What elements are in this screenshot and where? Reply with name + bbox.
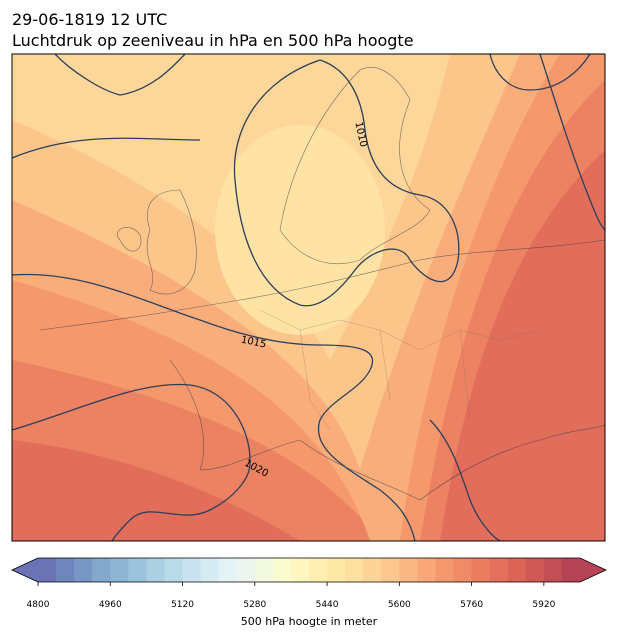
colorbar-outline [11,557,607,583]
colorbar-segment [182,558,202,582]
colorbar-segment [254,558,274,582]
colorbar-tick-label: 5760 [460,600,483,610]
colorbar-extend-high [580,558,606,582]
colorbar-segment [345,558,364,582]
colorbar-tick-label: 5920 [532,600,555,610]
colorbar-segment [435,558,455,582]
colorbar-segment [128,558,147,582]
colorbar-segment [236,558,256,582]
colorbar-segment [92,558,111,582]
coastline [279,67,431,264]
colorbar-segment [417,558,436,582]
colorbar-tick-label: 5120 [171,600,194,610]
colorbar-segment [290,558,310,582]
colorbar-segment [507,558,527,582]
colorbar-segment [309,558,328,582]
colorbar-segment [200,558,220,582]
map-frame [11,53,606,542]
colorbar-segment [56,558,75,582]
colorbar-segment [381,558,400,582]
coastline [39,239,605,331]
colorbar-segment [489,558,509,582]
colorbar-tick-label: 5280 [243,600,266,610]
subtitle: Luchtdruk op zeeniveau in hPa en 500 hPa… [12,31,414,50]
colorbar-label: 500 hPa hoogte in meter [241,615,378,628]
isobar [489,54,591,91]
colorbar-segment [74,558,93,582]
colorbar-tick-label: 4800 [27,600,50,610]
contour-label: 1015 [240,335,267,351]
coastline [146,189,197,295]
colorbar-segment [399,558,418,582]
coastline [169,359,605,501]
isobar [12,137,201,159]
colorbar-segment [453,558,473,582]
isobar [539,54,605,231]
colorbar-tick-label: 4960 [99,600,122,610]
colorbar-segment [525,558,545,582]
isobar [233,59,460,307]
colorbar-tick-label: 5600 [388,600,411,610]
colorbar-segment [363,558,382,582]
contour-label: 1010 [352,121,368,148]
colorbar-segment [218,558,238,582]
colorbar-segment [471,558,491,582]
colorbar-segment [146,558,165,582]
coastline [117,227,142,252]
isobar [429,419,501,541]
colorbar-tick-label: 5440 [316,600,339,610]
colorbar: 4800 4960 5120 5280 5440 5600 5760 5920 [11,557,607,610]
colorbar-segment [164,558,184,582]
map: 1010 1015 1020 [11,53,606,542]
isobar [54,54,186,96]
title: 29-06-1819 12 UTC [12,10,167,29]
colorbar-segment [38,558,57,582]
border [259,309,541,431]
isobar [12,273,416,541]
colorbar-segment [561,558,581,582]
colorbar-segment [327,558,346,582]
height-band [215,125,385,335]
colorbar-segment [110,558,129,582]
colorbar-segment [543,558,563,582]
isobar [12,383,251,541]
colorbar-extend-low [12,558,38,582]
colorbar-segment [272,558,292,582]
